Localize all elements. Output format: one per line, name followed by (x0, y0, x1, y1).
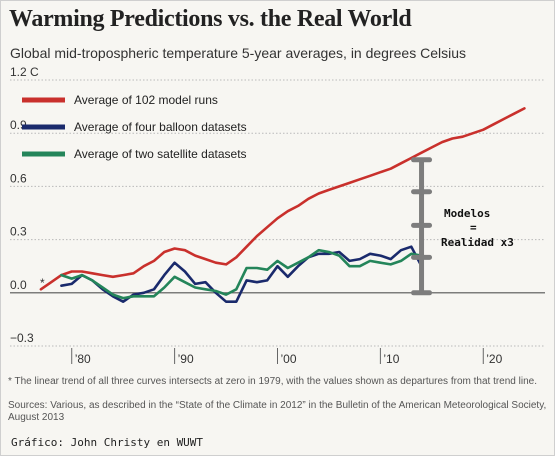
legend-label-average-of-four-balloon-datasets: Average of four balloon datasets (74, 120, 247, 134)
y-tick-label: 0.0 (10, 278, 27, 292)
annotation-line-1: Modelos (444, 207, 490, 220)
y-tick-label: 0.6 (10, 171, 27, 185)
annotation-line-2: = (470, 221, 477, 234)
chart-subtitle: Global mid-tropospheric temperature 5-ye… (10, 45, 466, 61)
annotation-line-3: Realidad x3 (441, 236, 514, 249)
data-series (39, 107, 526, 304)
y-tick-label: 1.2 C (10, 65, 39, 79)
origin-asterisk: * (40, 276, 45, 290)
x-tick-label: ’10 (383, 352, 399, 366)
x-tick-label: ’00 (281, 352, 297, 366)
legend-label-average-of-two-satellite-datasets: Average of two satellite datasets (74, 147, 247, 161)
sources-note: Sources: Various, as described in the “S… (8, 400, 547, 423)
y-tick-label: 0.3 (10, 225, 27, 239)
series-line-average-of-102-model-runs (39, 107, 526, 291)
series-line-average-of-four-balloon-datasets (60, 245, 423, 304)
footnote: * The linear trend of all three curves i… (8, 376, 537, 387)
chart-title: Warming Predictions vs. the Real World (9, 6, 412, 32)
annotation-bracket (411, 157, 433, 296)
graphic-credit: Gráfico: John Christy en WUWT (11, 436, 204, 449)
legend: Average of 102 model runs Average of four… (22, 93, 247, 161)
series-line-average-of-two-satellite-datasets (60, 248, 423, 300)
y-tick-label: −0.3 (10, 331, 34, 345)
x-tick-label: ’80 (75, 352, 91, 366)
gridlines (10, 79, 545, 347)
x-tick-label: ’20 (486, 352, 502, 366)
legend-label-average-of-102-model-runs: Average of 102 model runs (74, 93, 218, 107)
x-axis-ticks: ’80 ’90 ’00 ’10 ’20 (71, 348, 503, 366)
x-tick-label: ’90 (178, 352, 194, 366)
y-axis-ticks: −0.30.00.30.60.91.2 C (10, 65, 39, 345)
